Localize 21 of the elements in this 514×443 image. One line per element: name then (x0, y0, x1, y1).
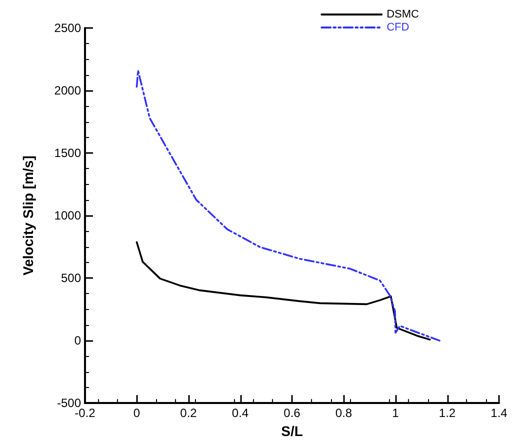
y-axis-title: Velocity Slip [m/s] (20, 156, 36, 276)
x-tick-label: 0 (133, 406, 140, 420)
x-tick-label: -0.2 (74, 406, 96, 420)
x-axis-title: S/L (281, 423, 304, 439)
x-tick-label: 1.4 (490, 406, 508, 420)
y-tick-label: 1000 (54, 208, 82, 223)
text: CFD (386, 22, 410, 34)
y-tick-label: 500 (60, 271, 82, 286)
x-tick-label: 1 (392, 406, 400, 420)
y-tick-label: 2500 (54, 21, 82, 35)
x-tick-label: 0.2 (180, 406, 198, 420)
x-tick-label: 0.4 (232, 406, 249, 420)
x-tick-label: 1.2 (438, 406, 456, 420)
text: DSMC (386, 8, 420, 20)
y-tick-label: 2000 (54, 84, 82, 98)
x-tick-label: 0.6 (284, 406, 301, 420)
y-tick-label: 0 (74, 334, 82, 348)
x-tick-label: 0.8 (335, 406, 352, 420)
line-series (136, 70, 440, 342)
line-series (136, 241, 431, 340)
y-tick-label: 1500 (54, 146, 82, 160)
